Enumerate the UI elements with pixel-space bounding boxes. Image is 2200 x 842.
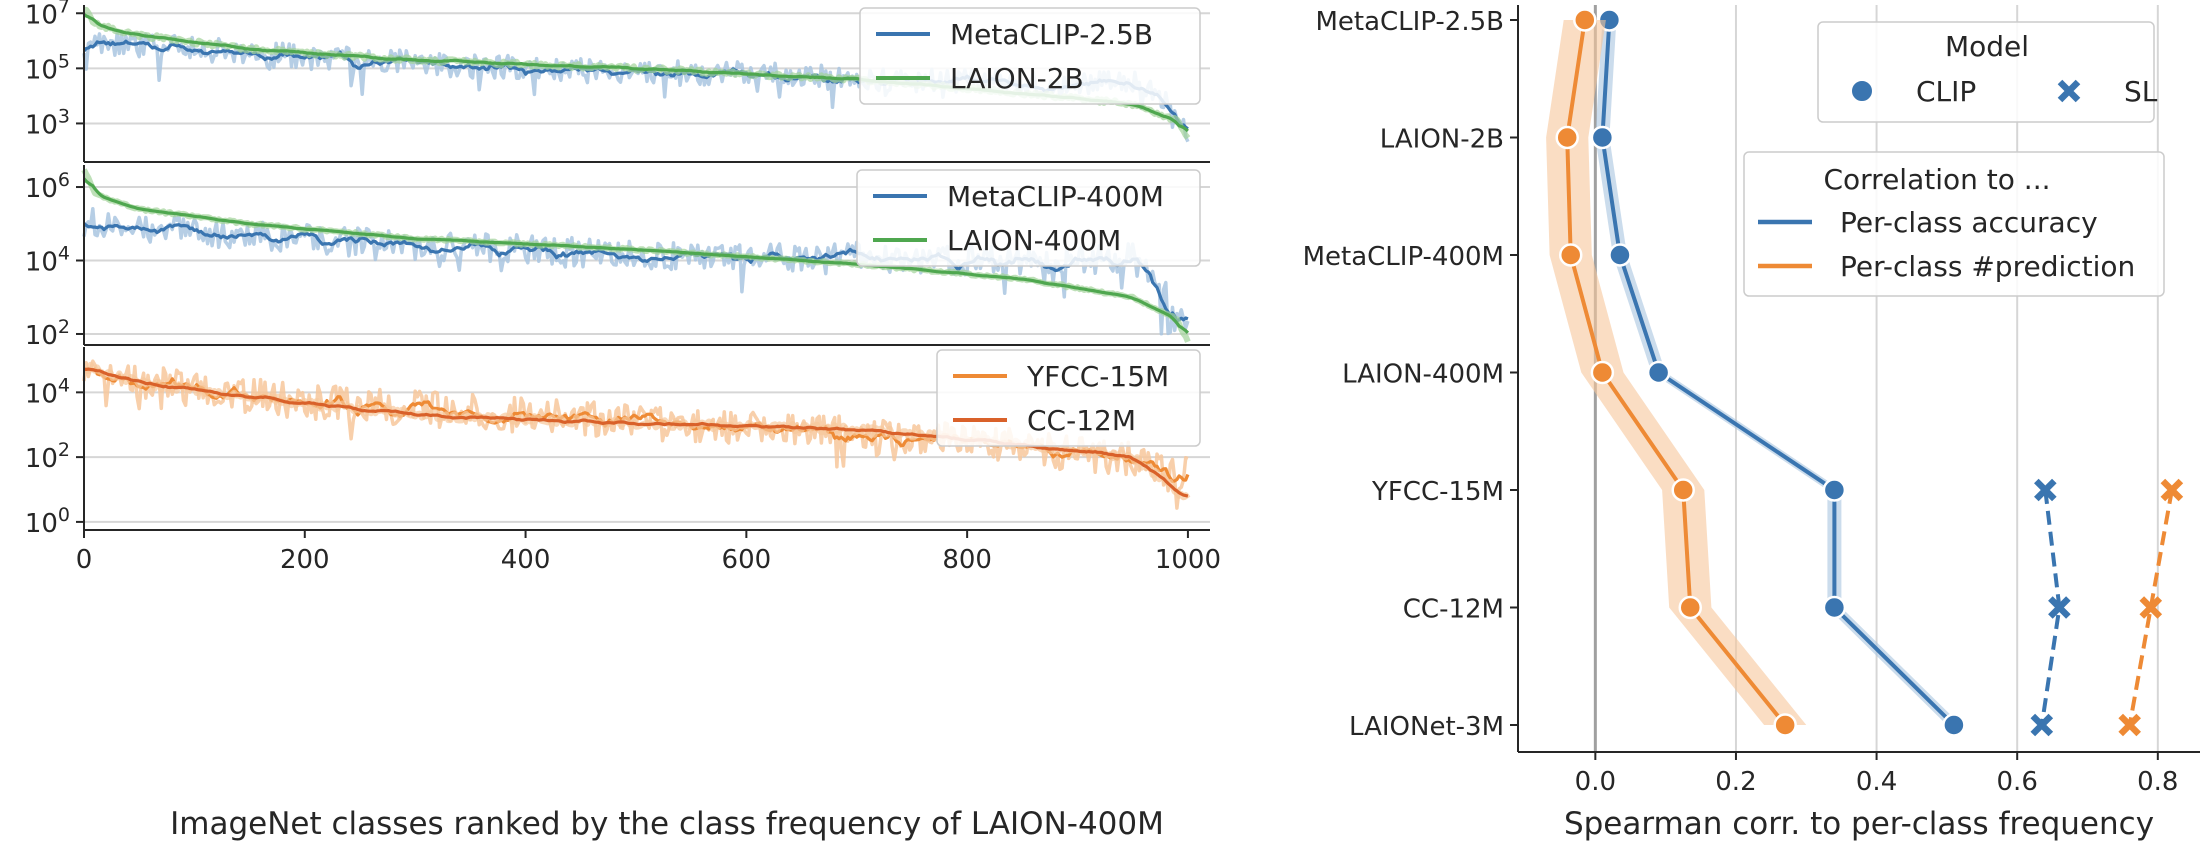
x-tick-label: 800 <box>942 545 992 575</box>
x-tick-label: 0.0 <box>1575 767 1616 797</box>
x-tick-label: 0.6 <box>1997 767 2038 797</box>
data-point-circle <box>1822 595 1847 620</box>
legend-box <box>1743 151 2165 297</box>
legend-circle-marker <box>1850 79 1874 103</box>
data-point-x <box>2048 596 2071 619</box>
data-point-circle <box>1590 360 1615 385</box>
x-tick-label: 600 <box>722 545 772 575</box>
legend-box <box>856 169 1201 267</box>
y-tick-label: MetaCLIP-400M <box>1303 242 1504 272</box>
legend-label: Per-class #prediction <box>1840 250 2135 283</box>
y-tick-label: 104 <box>25 374 70 409</box>
y-tick-label: 102 <box>25 316 70 351</box>
legend-x-marker <box>2057 79 2081 103</box>
y-tick-label: 106 <box>25 169 70 204</box>
data-point-circle <box>1558 243 1583 267</box>
data-point-circle <box>1608 243 1632 267</box>
legend-box <box>859 7 1201 105</box>
data-point-circle <box>1942 713 1966 737</box>
y-tick-label: 107 <box>25 0 70 30</box>
data-point-x <box>2118 713 2141 737</box>
legend-label: LAION-400M <box>947 224 1121 257</box>
y-tick-label: YFCC-15M <box>1371 477 1504 507</box>
data-point-circle <box>1590 125 1615 150</box>
legend-label: Per-class accuracy <box>1840 206 2098 239</box>
confidence-band <box>1546 20 1807 725</box>
y-tick-label: 104 <box>25 243 70 278</box>
left-bottom-panel: 100 102 104 0 200 400 600 800 1000 ImageNet class… <box>25 347 1221 842</box>
data-point-x <box>2030 713 2054 737</box>
data-point-circle <box>1773 713 1797 737</box>
series-line <box>2127 489 2174 726</box>
y-tick-label: LAION-400M <box>1342 360 1504 390</box>
data-point-circle <box>1555 125 1579 150</box>
data-point-x <box>2160 478 2184 502</box>
y-tick-label: CC-12M <box>1403 595 1504 625</box>
x-tick-label: 200 <box>280 545 330 575</box>
legend-title: Correlation to ... <box>1823 163 2050 196</box>
x-axis-label: ImageNet classes ranked by the class fre… <box>170 806 1164 842</box>
legend-label: YFCC-15M <box>1026 360 1169 393</box>
data-point-circle <box>1671 478 1695 502</box>
data-point-circle <box>1678 595 1703 620</box>
legend-label: SL <box>2124 75 2158 108</box>
legend-label: CC-12M <box>1027 404 1136 437</box>
data-point-x <box>2034 478 2057 502</box>
legend-label: LAION-2B <box>950 62 1084 95</box>
y-tick-label: 100 <box>25 504 70 539</box>
x-tick-label: 400 <box>501 545 551 575</box>
y-tick-label: LAION-2B <box>1380 125 1504 155</box>
x-tick-label: 1000 <box>1155 545 1221 575</box>
y-tick-label: 102 <box>25 439 70 474</box>
data-point-x <box>2139 596 2163 619</box>
legend-title: Model <box>1945 30 2029 63</box>
data-point-circle <box>1573 8 1597 32</box>
y-tick-label: 105 <box>25 50 70 85</box>
left-middle-panel: 102 104 106 MetaCLIP-400M LAION-400M <box>25 165 1210 351</box>
x-tick-label: 0.8 <box>2137 767 2178 797</box>
x-tick-label: 0 <box>76 545 93 575</box>
legend-label: MetaCLIP-2.5B <box>950 18 1153 51</box>
x-tick-label: 0.2 <box>1715 767 1756 797</box>
x-tick-label: 0.4 <box>1856 767 1897 797</box>
legend-label: CLIP <box>1916 75 1976 108</box>
left-top-panel: 103 105 107 MetaCLIP-2.5B LAION-2B <box>25 0 1210 163</box>
right-panel: 0.0 0.2 0.4 0.6 0.8 MetaCLIP-2.5B LAION-2B Meta… <box>1303 5 2200 842</box>
x-axis-label: Spearman corr. to per-class frequency <box>1564 806 2154 842</box>
legend-label: MetaCLIP-400M <box>947 180 1164 213</box>
series-raw-line <box>82 206 1190 336</box>
series-line <box>82 177 1190 335</box>
y-tick-label: LAIONet-3M <box>1349 712 1504 742</box>
legend-box <box>1817 21 2155 123</box>
data-point-circle <box>1646 360 1671 385</box>
data-point-circle <box>1822 478 1847 502</box>
y-tick-label: 103 <box>25 105 70 140</box>
y-tick-label: MetaCLIP-2.5B <box>1315 7 1504 37</box>
